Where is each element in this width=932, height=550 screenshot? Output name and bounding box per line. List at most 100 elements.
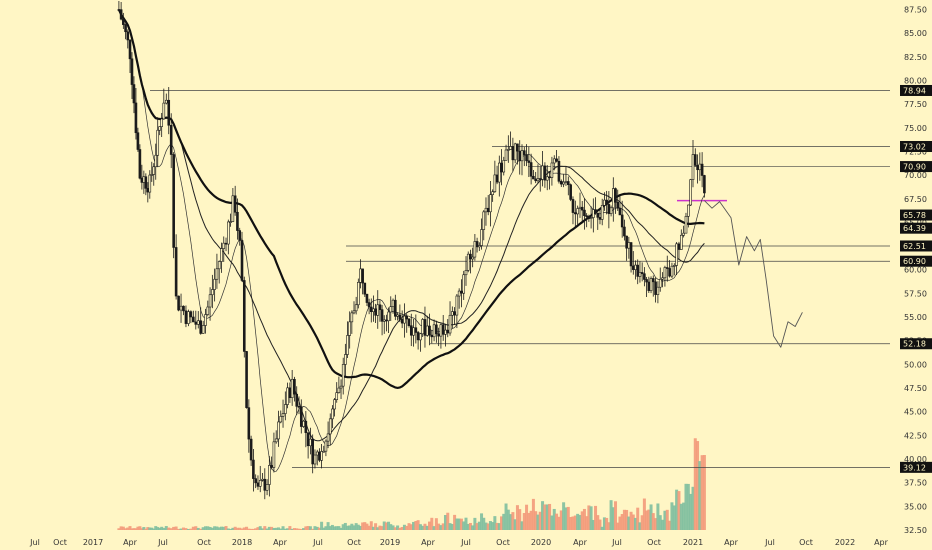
candle-body xyxy=(290,378,294,399)
candle-body xyxy=(574,212,577,215)
x-tick-label: Apr xyxy=(874,538,889,547)
volume-bar xyxy=(594,505,598,530)
x-tick-label: Oct xyxy=(197,538,211,547)
volume-bar xyxy=(138,526,142,530)
volume-bar xyxy=(576,513,580,530)
moving-averages xyxy=(117,9,705,472)
candle-body xyxy=(174,247,178,297)
volume-bar xyxy=(304,526,308,530)
volume-bar xyxy=(450,523,454,530)
candle-body xyxy=(437,333,440,337)
volume-bar xyxy=(602,517,606,530)
volume-bar xyxy=(204,526,208,530)
candle-body xyxy=(272,441,276,468)
x-tick-label: 2019 xyxy=(380,538,400,547)
candle-body xyxy=(677,243,681,250)
candle-body xyxy=(318,451,321,461)
volume-bar xyxy=(629,511,633,530)
volume-bar xyxy=(665,509,669,530)
candle-body xyxy=(687,204,690,217)
volume-bar xyxy=(668,520,672,530)
candle-body xyxy=(215,268,219,280)
price-tag-label: 73.02 xyxy=(903,143,926,152)
candle-body xyxy=(206,306,210,315)
volume-bar xyxy=(265,528,269,530)
volume-bar xyxy=(382,521,386,530)
volume-bar xyxy=(281,526,285,530)
volume-bar xyxy=(311,528,315,530)
volume-bar xyxy=(224,526,228,530)
y-tick-label: 60.00 xyxy=(904,266,927,275)
candle-body xyxy=(564,181,568,183)
candle-body xyxy=(425,325,429,336)
candle-body xyxy=(491,191,494,195)
candle-body xyxy=(160,118,163,127)
volume-bar xyxy=(618,516,622,530)
candle-body xyxy=(132,84,136,104)
candle-body xyxy=(274,438,278,443)
candle-body xyxy=(430,334,434,338)
volume-bar xyxy=(580,511,584,530)
candle-body xyxy=(261,478,264,481)
candle-body xyxy=(600,205,604,220)
moving-average-line xyxy=(118,9,705,472)
volume-bar xyxy=(421,525,425,530)
y-tick-label: 35.00 xyxy=(904,502,927,511)
candle-body xyxy=(138,149,142,179)
candle-body xyxy=(279,416,283,423)
candle-body xyxy=(536,178,540,182)
volume-bar xyxy=(585,516,589,530)
volume-bar xyxy=(488,521,492,530)
candle-body xyxy=(670,265,674,277)
volume-bar xyxy=(464,517,468,530)
volume-bar xyxy=(480,513,484,530)
candle-body xyxy=(609,207,613,214)
volume-bar xyxy=(566,506,570,530)
volume-bar xyxy=(522,513,526,530)
y-tick-label: 45.00 xyxy=(904,408,927,417)
candle-body xyxy=(631,265,635,270)
candle-body xyxy=(559,181,563,185)
candle-body xyxy=(344,354,347,365)
volume-bar xyxy=(645,510,649,530)
volume-bar xyxy=(693,438,697,530)
volume-bar xyxy=(160,526,164,530)
y-tick-label: 50.00 xyxy=(904,360,927,369)
horizontal-levels xyxy=(150,90,890,468)
volume-bar xyxy=(371,526,375,530)
candle-body xyxy=(532,175,535,180)
price-tag-label: 64.39 xyxy=(903,224,926,233)
x-tick-label: Apr xyxy=(573,538,588,547)
y-tick-label: 55.00 xyxy=(904,313,927,322)
price-tag-label: 62.51 xyxy=(903,242,926,251)
candle-body xyxy=(585,215,588,218)
candle-body xyxy=(562,181,565,185)
candle-body xyxy=(315,451,319,456)
volume-bar xyxy=(651,513,655,530)
volume-bar xyxy=(536,514,540,530)
volume-bar xyxy=(164,526,168,530)
volume-bar xyxy=(620,514,624,530)
candle-body xyxy=(484,207,488,213)
candlesticks xyxy=(117,0,706,500)
candle-body xyxy=(665,267,669,269)
candle-body xyxy=(545,176,549,181)
volume-bar xyxy=(288,526,292,530)
volume-bar xyxy=(616,522,620,530)
candle-body xyxy=(511,146,515,161)
candle-body xyxy=(148,174,152,193)
y-tick-label: 37.50 xyxy=(904,479,927,488)
candle-body xyxy=(117,9,121,11)
candle-body xyxy=(309,438,312,447)
volume-bar xyxy=(213,526,217,530)
candle-body xyxy=(354,304,358,312)
volume-bar xyxy=(482,517,486,530)
y-tick-label: 70.00 xyxy=(904,171,927,180)
candle-body xyxy=(578,206,582,209)
candle-body xyxy=(304,420,308,433)
volume-bar xyxy=(589,506,593,530)
candle-body xyxy=(543,165,547,181)
volume-bar xyxy=(320,521,324,530)
volume-bar xyxy=(169,528,173,530)
